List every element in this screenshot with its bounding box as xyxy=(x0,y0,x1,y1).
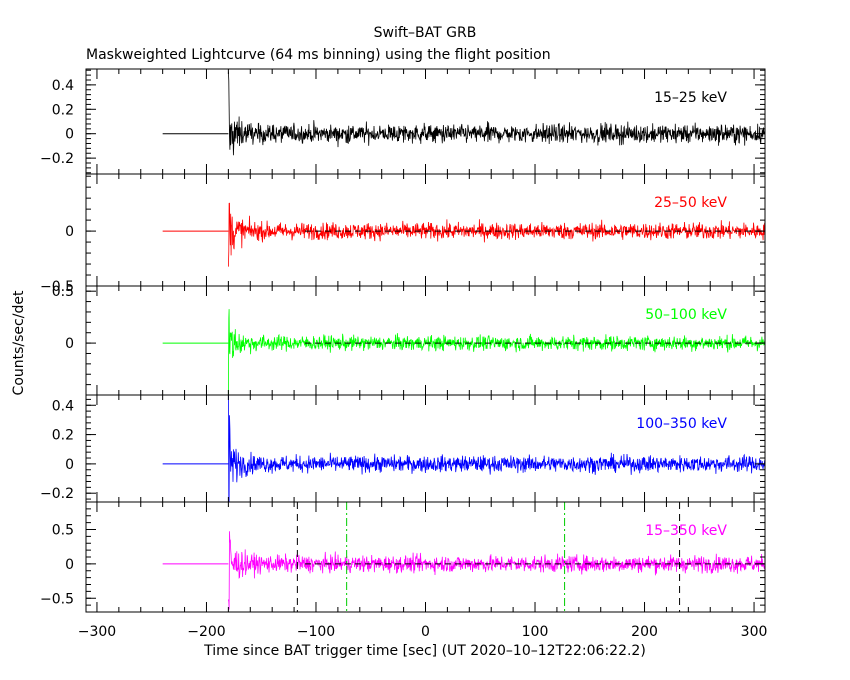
y-tick-label: −0.2 xyxy=(40,151,74,167)
x-tick-label: −200 xyxy=(187,624,225,640)
series-legend-label: 25–50 keV xyxy=(654,195,727,211)
y-tick-label: −0.5 xyxy=(40,279,74,295)
x-tick-label: 200 xyxy=(631,624,658,640)
y-tick-label: 0 xyxy=(65,127,74,143)
y-tick-label: 0.2 xyxy=(52,428,74,444)
x-tick-labels: −300 −200 −100 0 100 200 300 xyxy=(78,624,768,640)
y-tick-label: 0.5 xyxy=(52,523,74,539)
x-tick-label: 300 xyxy=(741,624,768,640)
x-tick-label: 100 xyxy=(522,624,549,640)
panels-group: −0.2 0 0.2 0.4 15–25 keV −0.5 0 25–50 keV 0 0.5 50… xyxy=(40,68,768,640)
series-legend-label: 50–100 keV xyxy=(645,307,727,323)
y-tick-label: −0.2 xyxy=(40,486,74,502)
series-legend-label: 100–350 keV xyxy=(636,416,727,432)
series-legend-label: 15–350 keV xyxy=(645,523,727,539)
series-line xyxy=(228,394,766,503)
panel-5: −0.5 0 0.5 15–350 keV xyxy=(40,501,766,613)
x-tick-label: −300 xyxy=(78,624,116,640)
y-tick-label: 0 xyxy=(65,457,74,473)
y-tick-label: 0 xyxy=(65,224,74,240)
y-tick-label: 0.4 xyxy=(52,398,74,414)
x-axis-label: Time since BAT trigger time [sec] (UT 20… xyxy=(203,643,646,659)
y-axis-label: Counts/sec/det xyxy=(11,290,27,395)
y-tick-label: 0.4 xyxy=(52,78,74,94)
y-tick-label: 0 xyxy=(65,336,74,352)
panel-3: 0 0.5 50–100 keV xyxy=(52,284,766,396)
panel-2: −0.5 0 25–50 keV xyxy=(40,173,766,295)
chart-title: Swift–BAT GRB xyxy=(374,25,477,41)
y-tick-label: 0.2 xyxy=(52,102,74,118)
panel-frame xyxy=(85,394,766,503)
y-tick-label: 0.5 xyxy=(52,284,74,300)
x-tick-label: −100 xyxy=(297,624,335,640)
series-line xyxy=(228,202,766,267)
x-tick-label: 0 xyxy=(421,624,430,640)
series-legend-label: 15–25 keV xyxy=(654,90,727,106)
y-tick-label: 0 xyxy=(65,557,74,573)
series-line xyxy=(228,309,766,396)
panel-frame xyxy=(85,68,766,175)
series-line xyxy=(228,531,766,610)
y-tick-label: −0.5 xyxy=(40,591,74,607)
panel-4: −0.2 0 0.2 0.4 100–350 keV xyxy=(40,394,766,503)
panel-frame xyxy=(85,501,766,613)
series-line xyxy=(228,71,766,156)
panel-1: −0.2 0 0.2 0.4 15–25 keV xyxy=(40,68,766,175)
chart-subtitle: Maskweighted Lightcurve (64 ms binning) … xyxy=(86,47,551,63)
